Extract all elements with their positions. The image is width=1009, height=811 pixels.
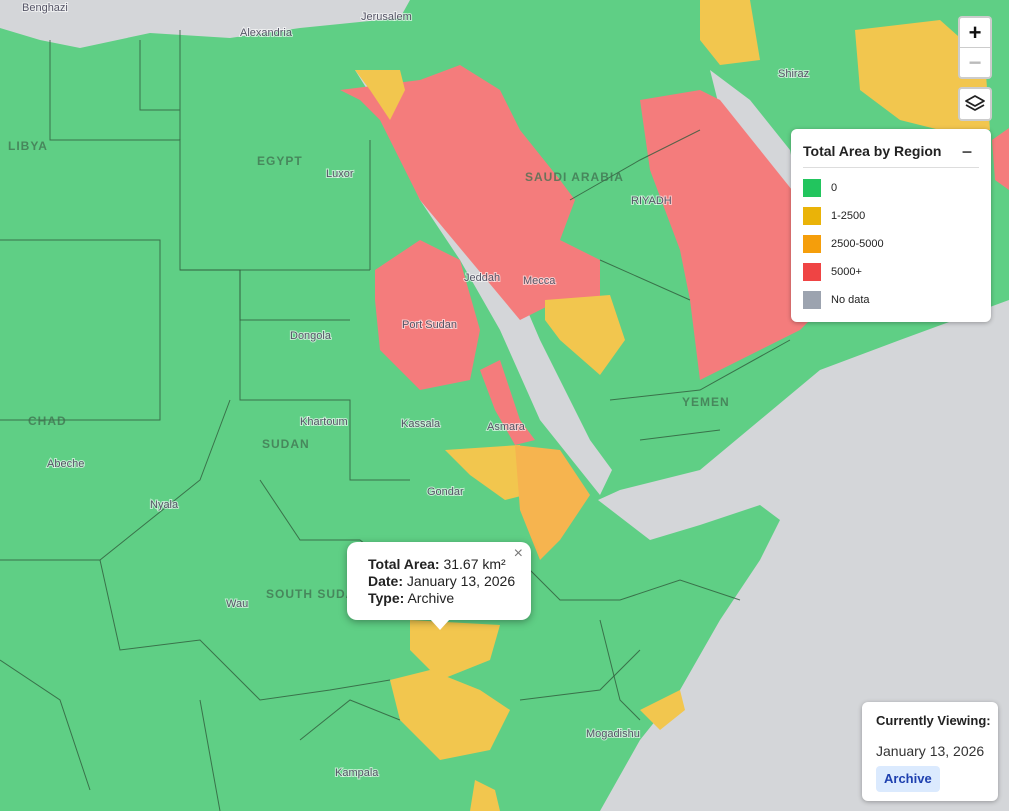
place-label: Benghazi	[22, 2, 68, 14]
place-label: Wau	[226, 598, 248, 610]
zoom-out[interactable]: −	[968, 50, 982, 75]
popup-field: Total Area: 31.67 km²	[368, 556, 506, 572]
zoom-control: + −	[958, 16, 992, 79]
popup-tail	[430, 619, 450, 630]
legend-label: 2500-5000	[831, 238, 884, 250]
legend-swatch	[803, 235, 821, 253]
viewing-panel: Currently Viewing: January 13, 2026 Arch…	[862, 702, 998, 801]
legend-swatch	[803, 291, 821, 309]
legend-collapse[interactable]: –	[962, 141, 973, 161]
legend-item: 5000+	[803, 263, 862, 281]
place-label: RIYADH	[631, 195, 672, 207]
place-label: Port Sudan	[402, 319, 457, 331]
place-label: SOUTH SUDAN	[266, 587, 365, 601]
legend-rule	[803, 167, 979, 168]
place-label: Khartoum	[300, 416, 348, 428]
place-label: Dongola	[290, 330, 332, 342]
popup: × Total Area: 31.67 km² Date: January 13…	[347, 542, 531, 620]
legend-swatch	[803, 263, 821, 281]
legend-title: Total Area by Region	[803, 143, 942, 159]
place-label: Abeche	[47, 458, 84, 470]
place-label: Mogadishu	[586, 728, 640, 740]
field-label: Total Area:	[368, 556, 440, 572]
legend-label: No data	[831, 294, 870, 306]
layers-icon	[965, 95, 985, 111]
popup-field: Date: January 13, 2026	[368, 573, 515, 589]
legend-swatch	[803, 207, 821, 225]
viewing-date: January 13, 2026	[876, 743, 985, 759]
regions	[340, 0, 1009, 811]
legend-label: 0	[831, 182, 838, 194]
place-label: SAUDI ARABIA	[525, 170, 624, 184]
legend-swatch	[803, 179, 821, 197]
place-label: Kampala	[335, 767, 379, 779]
legend-item: 1-2500	[803, 207, 865, 225]
place-label: Alexandria	[240, 27, 293, 39]
place-label: Luxor	[326, 168, 354, 180]
place-label: Jeddah	[464, 272, 500, 284]
legend-item: 0	[803, 179, 837, 197]
legend: Total Area by Region – 0 1-2500 2500-5000 5…	[791, 129, 991, 322]
place-label: LIBYA	[8, 139, 48, 153]
place-labels: Benghazi Jerusalem Alexandria LIBYA EGYP…	[8, 1, 810, 780]
borders	[0, 30, 791, 811]
popup-close[interactable]: ×	[513, 545, 523, 562]
legend-item: 2500-5000	[803, 235, 884, 253]
field-value: January 13, 2026	[406, 573, 516, 589]
legend-label: 5000+	[831, 266, 862, 278]
viewing-title: Currently Viewing:	[876, 713, 991, 728]
viewing-type-badge: Archive	[876, 766, 940, 792]
place-label: Kassala	[401, 418, 441, 430]
field-value: Archive	[407, 590, 455, 606]
popup-field: Type: Archive	[368, 590, 454, 606]
legend-label: 1-2500	[831, 210, 866, 222]
place-label: Asmara	[487, 421, 526, 433]
field-value: 31.67 km²	[443, 556, 506, 572]
place-label: EGYPT	[257, 154, 303, 168]
field-label: Type:	[368, 590, 405, 606]
place-label: SUDAN	[262, 437, 310, 451]
layers-button[interactable]	[958, 87, 992, 121]
place-label: Gondar	[427, 486, 464, 498]
place-label: Jerusalem	[361, 11, 412, 23]
legend-item: No data	[803, 291, 870, 309]
zoom-in[interactable]: +	[960, 18, 990, 48]
place-label: Mecca	[523, 275, 556, 287]
place-label: YEMEN	[682, 395, 730, 409]
place-label: Shiraz	[778, 68, 809, 80]
place-label: CHAD	[28, 414, 67, 428]
field-label: Date:	[368, 573, 404, 589]
place-label: Nyala	[150, 499, 179, 511]
